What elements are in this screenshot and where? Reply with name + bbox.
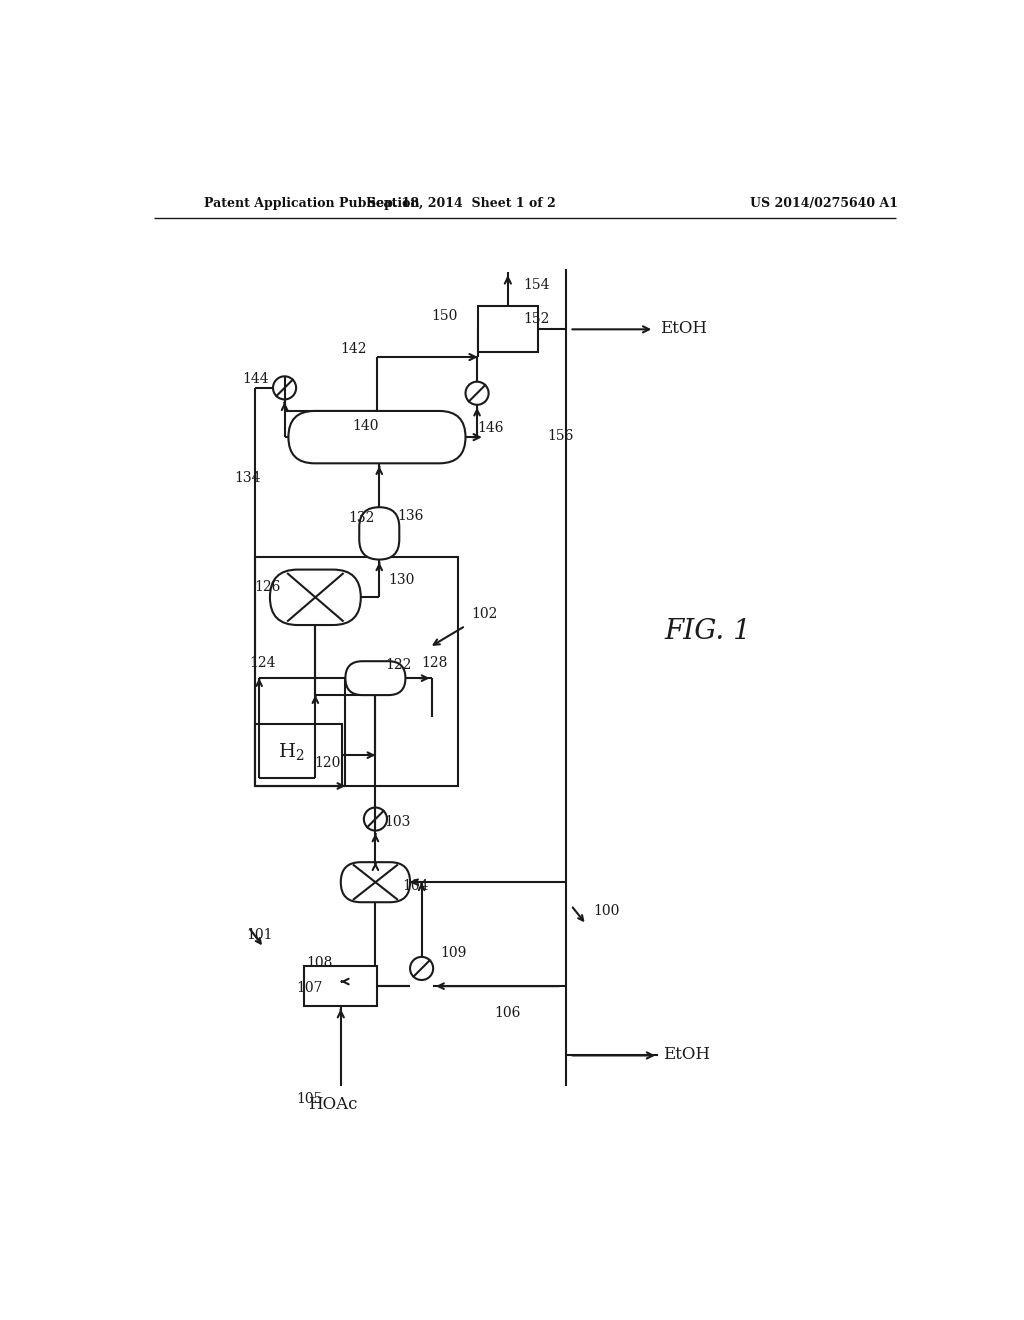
Text: 102: 102 — [472, 607, 498, 622]
Text: US 2014/0275640 A1: US 2014/0275640 A1 — [750, 197, 898, 210]
Bar — [255, 725, 342, 785]
FancyBboxPatch shape — [270, 570, 360, 626]
FancyBboxPatch shape — [359, 507, 399, 560]
Text: $\mathregular{H_2}$: $\mathregular{H_2}$ — [278, 741, 304, 762]
Text: 109: 109 — [440, 946, 467, 960]
Text: 136: 136 — [397, 510, 423, 524]
Text: Patent Application Publication: Patent Application Publication — [204, 197, 419, 210]
Text: Sep. 18, 2014  Sheet 1 of 2: Sep. 18, 2014 Sheet 1 of 2 — [368, 197, 556, 210]
Text: 128: 128 — [422, 656, 447, 669]
FancyBboxPatch shape — [345, 661, 406, 696]
Text: 107: 107 — [296, 982, 323, 995]
Text: 154: 154 — [523, 279, 550, 293]
FancyBboxPatch shape — [289, 411, 466, 463]
Text: 108: 108 — [306, 956, 333, 970]
Text: 103: 103 — [385, 816, 411, 829]
Text: EtOH: EtOH — [659, 319, 707, 337]
Text: FIG. 1: FIG. 1 — [665, 619, 752, 645]
Text: 101: 101 — [247, 928, 273, 941]
Bar — [304, 966, 378, 1006]
Text: 146: 146 — [477, 421, 504, 434]
Text: 142: 142 — [341, 342, 368, 356]
Text: 124: 124 — [250, 656, 276, 669]
Text: EtOH: EtOH — [664, 1047, 711, 1063]
Text: 120: 120 — [314, 756, 341, 770]
Text: 144: 144 — [242, 372, 268, 385]
Text: 140: 140 — [352, 418, 379, 433]
Text: 126: 126 — [254, 581, 281, 594]
Text: 152: 152 — [523, 312, 550, 326]
Bar — [255, 557, 458, 785]
Text: 150: 150 — [431, 309, 458, 323]
Text: 104: 104 — [402, 879, 429, 894]
Text: 100: 100 — [593, 904, 620, 919]
Text: 106: 106 — [495, 1006, 521, 1020]
Text: 134: 134 — [234, 471, 261, 484]
Text: 105: 105 — [296, 1093, 323, 1106]
Text: HOAc: HOAc — [308, 1096, 357, 1113]
Bar — [478, 306, 538, 352]
FancyBboxPatch shape — [341, 862, 410, 903]
Text: 156: 156 — [547, 429, 573, 442]
Text: 122: 122 — [385, 659, 412, 672]
Text: 130: 130 — [388, 573, 415, 587]
Text: 132: 132 — [348, 511, 375, 525]
